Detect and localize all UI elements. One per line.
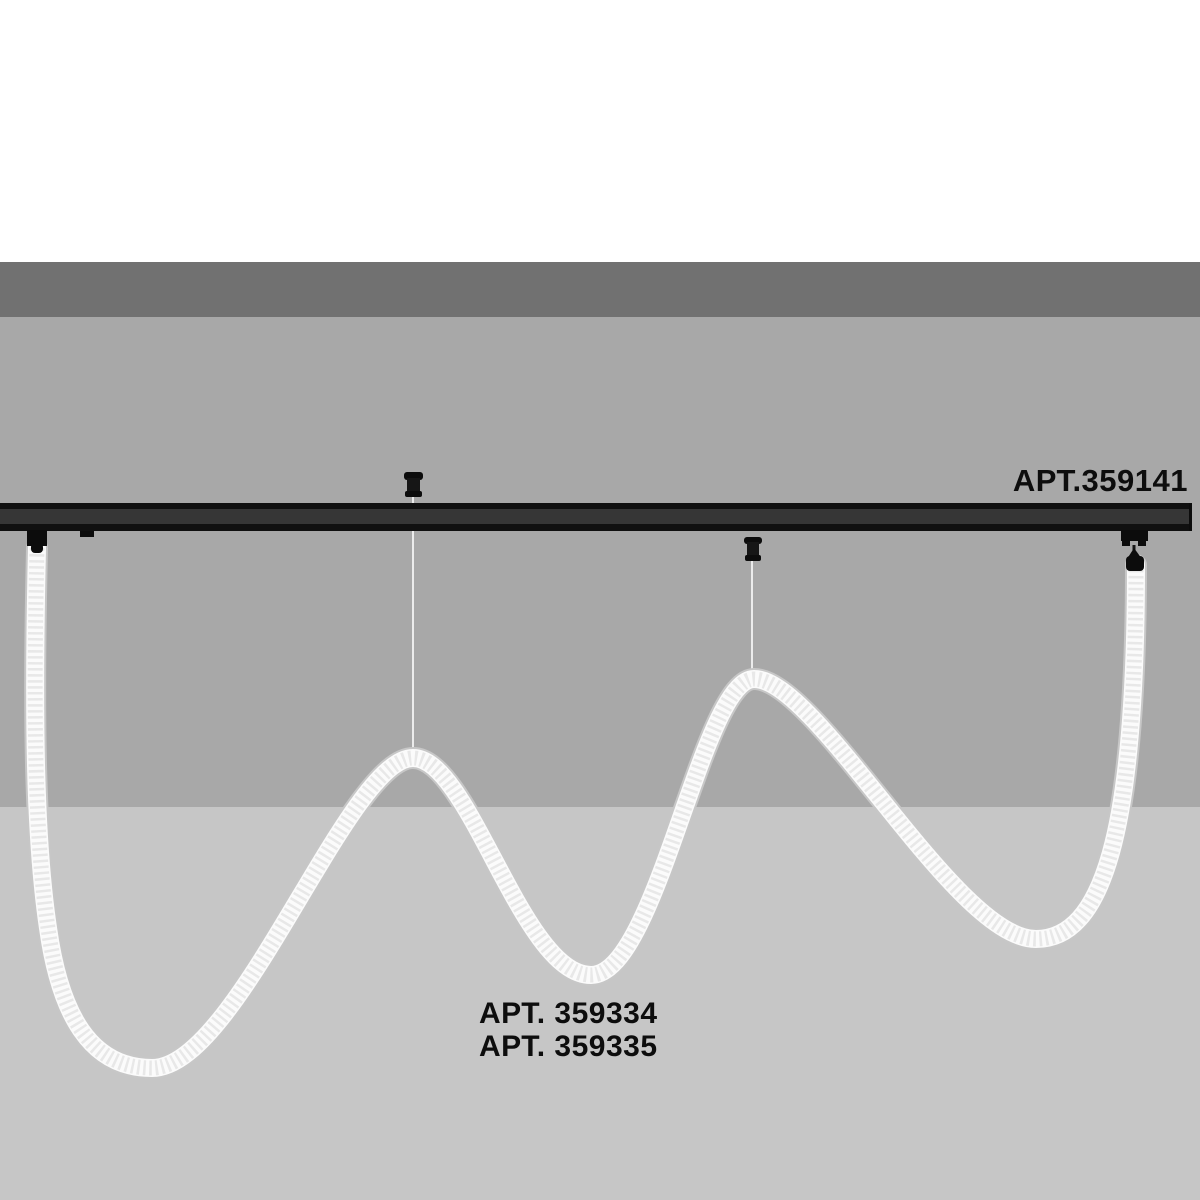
- cord-article-label-2: АРТ. 359335: [479, 1030, 658, 1063]
- track-article-label: АРТ.359141: [1013, 463, 1188, 498]
- track-end-cap: [1189, 503, 1192, 531]
- connector-prong-left: [1122, 539, 1130, 546]
- cord-article-label-1: АРТ. 359334: [479, 997, 658, 1030]
- wall-upper-band: [0, 317, 1200, 807]
- track-rail-channel: [0, 509, 1190, 524]
- mount-body: [407, 478, 420, 494]
- mount-bottom-flange: [745, 555, 761, 561]
- connector-body: [1121, 530, 1148, 541]
- connector-prong-right: [1138, 539, 1146, 546]
- mount-bottom-flange: [405, 491, 422, 497]
- cord-connector-left: [27, 530, 94, 553]
- mount-body: [747, 542, 759, 558]
- ceiling-shadow-band: [0, 262, 1200, 317]
- connector-body: [27, 530, 47, 546]
- connector-taper: [31, 543, 43, 553]
- cord-connector-right: [1121, 530, 1148, 571]
- track-rail: [0, 503, 1192, 531]
- ceiling-white-area: [0, 0, 1200, 262]
- track-contact-tab: [80, 531, 94, 537]
- flexible-cord-rope: [24, 537, 1147, 1080]
- rope-braid-texture: [27, 547, 1144, 1076]
- track-mount-middle: [744, 537, 762, 561]
- cord-end-ferrule: [1126, 556, 1144, 571]
- ceiling-mount-left: [404, 472, 423, 497]
- wall-lower-band: [0, 807, 1200, 1200]
